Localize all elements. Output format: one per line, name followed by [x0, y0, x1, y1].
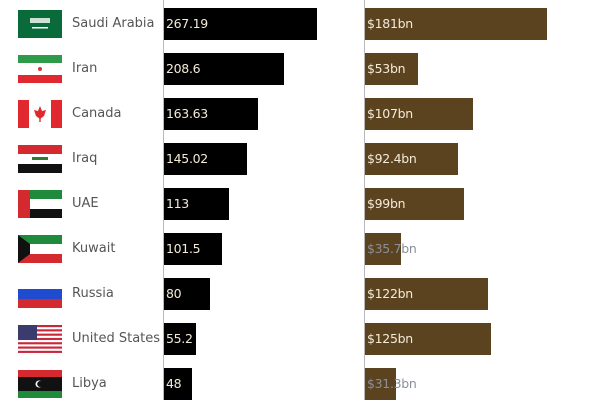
value-label: 208.6 [166, 61, 201, 76]
revenue-bar: $31.3bn [365, 368, 417, 400]
value-label: 101.5 [166, 241, 201, 256]
value-label: 55.2 [166, 331, 193, 346]
chart-row: Russia 80 $122bn [0, 277, 600, 311]
revenue-bar: $181bn [365, 8, 547, 40]
revenue-bar: $53bn [365, 53, 419, 85]
value-label: 80 [166, 286, 182, 301]
value-label: $122bn [367, 286, 413, 301]
revenue-bar: $99bn [365, 188, 465, 220]
value-label: 145.02 [166, 151, 208, 166]
chart-row: Iraq 145.02 $92.4bn [0, 142, 600, 176]
value-label: 163.63 [166, 106, 208, 121]
reserves-bar: 101.5 [164, 233, 223, 265]
united-states-flag-icon [18, 325, 62, 353]
iran-flag-icon [18, 55, 62, 83]
category-label: Iran [72, 61, 98, 76]
revenue-bar: $92.4bn [365, 143, 458, 175]
category-label: Libya [72, 376, 107, 391]
chart-row: Kuwait 101.5 $35.7bn [0, 232, 600, 266]
value-label: 48 [166, 376, 182, 391]
saudi-arabia-flag-icon [18, 10, 62, 38]
reserves-bar: 145.02 [164, 143, 248, 175]
category-label: UAE [72, 196, 99, 211]
right-axis [364, 0, 365, 400]
value-label: $125bn [367, 331, 413, 346]
revenue-bar: $35.7bn [365, 233, 417, 265]
reserves-bar: 48 [164, 368, 192, 400]
libya-flag-icon [18, 370, 62, 398]
chart-row: Libya 48 $31.3bn [0, 367, 600, 401]
chart-row: Canada 163.63 $107bn [0, 97, 600, 131]
revenue-bar: $125bn [365, 323, 491, 355]
category-label: Saudi Arabia [72, 16, 155, 31]
value-label: $181bn [367, 16, 413, 31]
kuwait-flag-icon [18, 235, 62, 263]
russia-flag-icon [18, 280, 62, 308]
reserves-bar: 267.19 [164, 8, 318, 40]
revenue-bar: $107bn [365, 98, 473, 130]
value-label: $92.4bn [367, 151, 417, 166]
value-label: $99bn [367, 196, 406, 211]
reserves-bar: 113 [164, 188, 229, 220]
reserves-bar: 163.63 [164, 98, 258, 130]
category-label: Russia [72, 286, 114, 301]
canada-flag-icon [18, 100, 62, 128]
category-label: United States [72, 331, 161, 346]
iraq-flag-icon [18, 145, 62, 173]
uae-flag-icon [18, 190, 62, 218]
value-label: 267.19 [166, 16, 208, 31]
reserves-bar: 80 [164, 278, 210, 310]
chart-row: UAE 113 $99bn [0, 187, 600, 221]
revenue-bar: $122bn [365, 278, 488, 310]
value-label: $53bn [367, 61, 406, 76]
value-label: $31.3bn [367, 376, 417, 391]
chart-row: United States 55.2 $125bn [0, 322, 600, 356]
reserves-bar: 55.2 [164, 323, 196, 355]
category-label: Iraq [72, 151, 98, 166]
category-label: Canada [72, 106, 122, 121]
value-label: 113 [166, 196, 189, 211]
category-label: Kuwait [72, 241, 116, 256]
value-label: $107bn [367, 106, 413, 121]
left-axis [163, 0, 164, 400]
value-label: $35.7bn [367, 241, 417, 256]
reserves-bar: 208.6 [164, 53, 284, 85]
chart-row: Iran 208.6 $53bn [0, 52, 600, 86]
chart-row: Saudi Arabia 267.19 $181bn [0, 7, 600, 41]
